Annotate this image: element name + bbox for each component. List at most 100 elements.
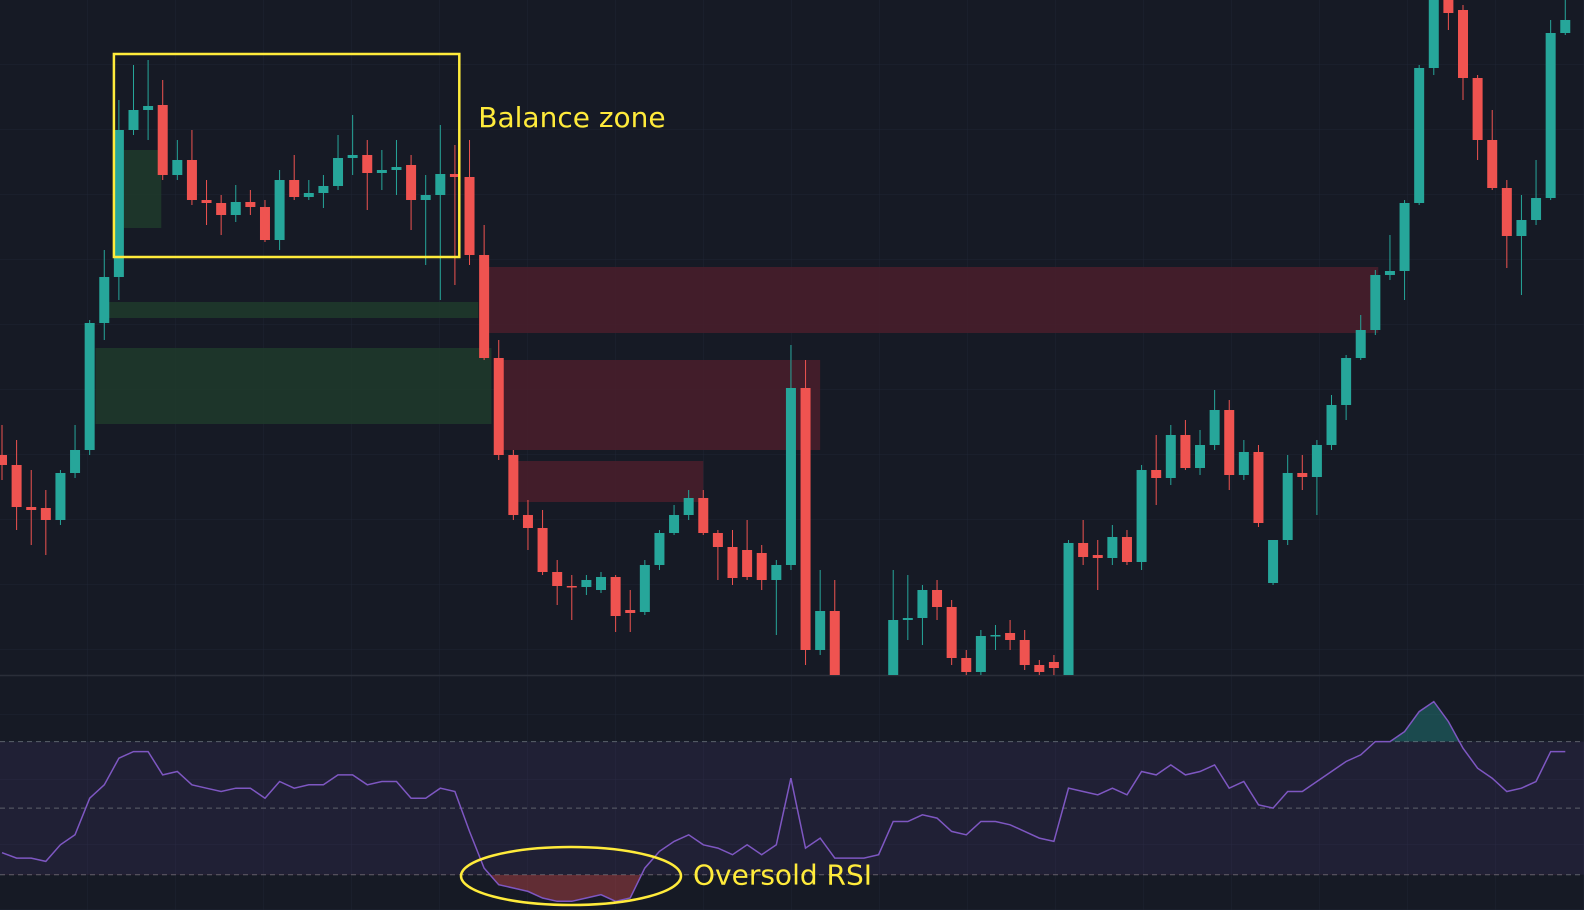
candle-body: [1545, 33, 1556, 198]
candle-body: [683, 498, 694, 515]
candle-body: [1107, 537, 1118, 558]
zone: [107, 302, 479, 318]
candle-body: [1531, 198, 1542, 220]
candle-body: [84, 323, 95, 450]
candle-body: [1370, 275, 1381, 330]
candle-body: [1253, 452, 1264, 523]
candle-body: [712, 533, 723, 547]
candle-body: [1501, 188, 1512, 236]
annotation-label: Oversold RSI: [693, 859, 872, 892]
candle-body: [888, 620, 899, 675]
candle-body: [639, 565, 650, 612]
candle-body: [742, 550, 753, 577]
zone: [514, 461, 704, 502]
oversold-ellipse: [459, 845, 683, 907]
candle-body: [435, 174, 446, 195]
candle-body: [1428, 0, 1439, 68]
candle-body: [815, 611, 826, 650]
candle-body: [1458, 10, 1468, 78]
zone: [121, 150, 162, 228]
zone: [500, 360, 821, 450]
candle-body: [55, 473, 66, 520]
candle-body: [70, 450, 81, 473]
candle-body: [1165, 435, 1176, 478]
candle-body: [143, 106, 154, 110]
candle-body: [1443, 0, 1454, 13]
candle-body: [537, 528, 548, 572]
candle-body: [128, 110, 139, 130]
candle-body: [727, 547, 738, 578]
candle-body: [1019, 640, 1030, 665]
candle-body: [1326, 405, 1337, 445]
candle-body: [362, 155, 373, 173]
candle-body: [1063, 543, 1074, 675]
annotation-label: Balance zone: [478, 101, 665, 134]
candle-body: [581, 580, 592, 587]
candle-body: [1487, 140, 1498, 188]
candle-body: [771, 565, 782, 580]
candle-body: [391, 167, 402, 170]
candle-body: [1078, 543, 1089, 557]
candle-body: [785, 388, 796, 565]
candle-body: [157, 105, 168, 175]
candle-body: [333, 158, 344, 186]
candle-body: [1034, 665, 1045, 672]
candle-body: [1268, 540, 1279, 583]
candle-body: [946, 607, 957, 658]
candle-body: [1005, 633, 1016, 640]
zone: [95, 348, 492, 424]
candle-body: [522, 515, 533, 528]
candle-body: [1195, 445, 1206, 468]
candle-body: [1224, 410, 1235, 475]
candle-body: [406, 165, 417, 200]
candle-body: [990, 635, 1001, 637]
candle-body: [259, 207, 270, 240]
candle-body: [1384, 271, 1395, 275]
rsi-line: [1, 700, 1566, 903]
candle-body: [230, 202, 241, 215]
candle-body: [756, 553, 767, 580]
candle-body: [318, 186, 329, 193]
candle-body: [654, 533, 665, 565]
candle-body: [596, 577, 607, 590]
candle-body: [975, 636, 986, 672]
candle-body: [566, 586, 577, 588]
candle-body: [303, 193, 314, 197]
candle-body: [552, 572, 563, 586]
candle-body: [1092, 555, 1103, 558]
candle-body: [420, 195, 431, 200]
candle-body: [1472, 78, 1483, 140]
candle-body: [479, 255, 490, 358]
candle-body: [1209, 410, 1220, 445]
candle-body: [172, 160, 183, 175]
candle-body: [610, 577, 621, 616]
candle-body: [449, 174, 460, 177]
candle-body: [493, 358, 504, 455]
candle-body: [1341, 358, 1352, 405]
overbought-fill: [2, 701, 1566, 742]
candle-body: [625, 610, 636, 613]
candle-body: [961, 658, 972, 672]
candle-body: [201, 200, 212, 203]
candle-body: [0, 455, 7, 465]
zone: [487, 267, 1379, 333]
candle-body: [1355, 330, 1366, 358]
candle-body: [1560, 20, 1571, 33]
candle-body: [376, 170, 387, 173]
candle-body: [1121, 537, 1132, 562]
candle-body: [669, 515, 680, 533]
candle-body: [99, 277, 110, 323]
candle-body: [1516, 220, 1527, 236]
candle-body: [1297, 473, 1308, 477]
candle-body: [1282, 473, 1293, 540]
candle-body: [245, 202, 256, 207]
balance-zone-box: [112, 52, 461, 259]
candle-body: [289, 180, 300, 197]
candle-body: [1414, 68, 1425, 203]
candle-body: [11, 465, 22, 507]
candle-body: [274, 180, 285, 240]
candle-body: [216, 203, 227, 215]
candle-body: [508, 455, 519, 515]
